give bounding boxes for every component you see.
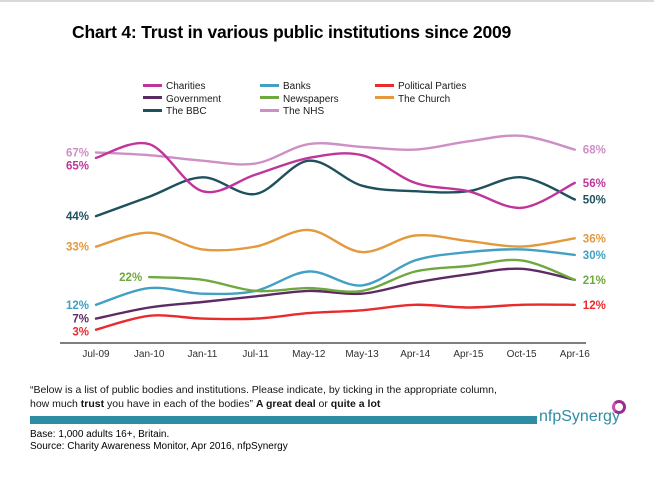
- banks-start-label: 12%: [66, 300, 89, 312]
- charities-start-label: 65%: [66, 160, 89, 172]
- the-nhs-start-label: 67%: [66, 147, 89, 159]
- line-banks: [94, 248, 576, 306]
- legend-label: The Church: [398, 93, 451, 105]
- x-tick-label: Apr-14: [400, 349, 430, 360]
- chart-legend: Charities Government The BBC Banks Newspaper…: [0, 81, 654, 121]
- the-nhs-end-label: 68%: [583, 145, 606, 157]
- legend-column: Banks Newspapers The NHS: [260, 81, 339, 119]
- logo-text: nfpSynergy: [539, 408, 620, 425]
- nfpsynergy-swirl-icon: [611, 400, 626, 414]
- government-start-label: 7%: [72, 314, 89, 326]
- legend-label: Political Parties: [398, 81, 467, 92]
- legend-swatch: [143, 83, 162, 87]
- line-the-church: [94, 228, 576, 254]
- legend-column: Charities Government The BBC: [143, 81, 221, 119]
- x-tick-label: Apr-16: [560, 349, 590, 360]
- the-bbc-start-label: 44%: [66, 211, 89, 223]
- legend-swatch: [260, 108, 279, 112]
- the-bbc-end-label: 50%: [583, 195, 606, 207]
- survey-question-segment: you have in each of the bodies”: [104, 397, 256, 410]
- survey-question: “Below is a list of public bodies and in…: [30, 384, 630, 412]
- survey-question-segment: A great deal: [255, 397, 316, 410]
- line-political-parties: [94, 303, 576, 331]
- survey-question-segment: “Below is a list of public bodies and in…: [30, 384, 497, 396]
- x-tick-label: May-12: [292, 349, 326, 360]
- political-parties-start-label: 3%: [72, 327, 89, 339]
- legend-item-banks: Banks: [260, 81, 339, 94]
- x-tick-label: May-13: [345, 349, 379, 360]
- the-church-end-label: 36%: [583, 233, 606, 245]
- survey-question-segment: quite a lot: [330, 397, 381, 410]
- legend-column: Political Parties The Church: [375, 81, 466, 106]
- line-government: [94, 267, 576, 320]
- x-tick-label: Apr-15: [453, 349, 483, 360]
- political-parties-end-label: 12%: [583, 300, 606, 312]
- survey-question-segment: how much: [30, 397, 81, 410]
- line-newspapers: [148, 258, 576, 293]
- x-tick-label: Jul-11: [242, 349, 269, 360]
- legend-label: Government: [166, 93, 222, 105]
- legend-item-political-parties: Political Parties: [375, 81, 466, 94]
- divider-bar: [30, 416, 537, 424]
- legend-swatch: [375, 83, 394, 87]
- survey-question-segment: trust: [80, 397, 105, 410]
- legend-swatch: [375, 96, 394, 100]
- nfpsynergy-logo: nfpSynergy: [539, 400, 626, 426]
- banks-end-label: 30%: [583, 250, 606, 262]
- legend-swatch: [143, 108, 162, 112]
- legend-label: Charities: [166, 81, 206, 92]
- chart-title: Chart 4: Trust in various public institu…: [72, 22, 512, 42]
- x-tick-label: Oct-15: [507, 349, 537, 360]
- legend-item-newspapers: Newspapers: [260, 94, 339, 107]
- legend-label: Banks: [283, 81, 311, 92]
- charities-end-label: 56%: [583, 178, 606, 190]
- legend-label: Newspapers: [283, 93, 339, 105]
- base-note: Base: 1,000 adults 16+, Britain.: [30, 429, 170, 440]
- legend-label: The BBC: [166, 106, 207, 117]
- x-tick-label: Jul-09: [82, 349, 110, 360]
- legend-item-the-church: The Church: [375, 94, 466, 107]
- legend-swatch: [260, 83, 279, 87]
- survey-question-line: how much trust you have in each of the b…: [30, 398, 630, 412]
- newspapers-end-label: 21%: [583, 275, 606, 287]
- x-tick-label: Jan-10: [134, 349, 165, 360]
- survey-question-line: “Below is a list of public bodies and in…: [30, 384, 630, 398]
- legend-label: The NHS: [283, 106, 325, 117]
- newspapers-start-label: 22%: [119, 272, 142, 284]
- legend-item-government: Government: [143, 94, 221, 107]
- legend-swatch: [260, 96, 279, 100]
- source-note: Source: Charity Awareness Monitor, Apr 2…: [30, 441, 288, 452]
- line-the-nhs: [94, 134, 576, 166]
- survey-question-segment: or: [315, 397, 331, 410]
- legend-item-charities: Charities: [143, 81, 221, 94]
- legend-item-the-nhs: The NHS: [260, 106, 339, 119]
- legend-swatch: [143, 96, 162, 100]
- line-the-bbc: [94, 159, 576, 218]
- legend-item-the-bbc: The BBC: [143, 106, 221, 119]
- line-charities: [94, 141, 576, 210]
- x-tick-label: Jan-11: [187, 349, 217, 360]
- the-church-start-label: 33%: [66, 242, 89, 254]
